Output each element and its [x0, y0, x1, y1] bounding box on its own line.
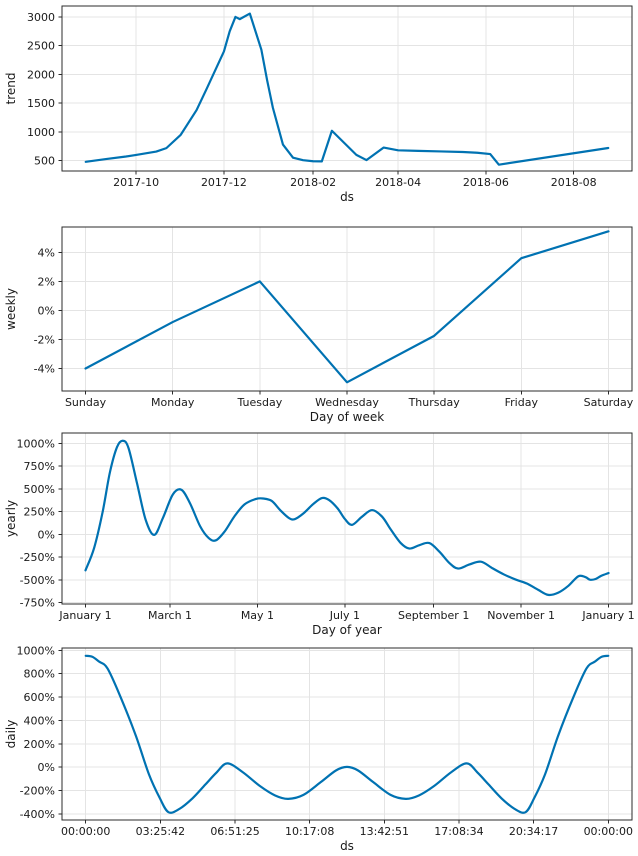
trend-x-tick-label: 2018-02	[290, 176, 336, 189]
trend-x-tick-label: 2017-12	[201, 176, 247, 189]
yearly-y-tick-label: 0%	[38, 528, 55, 541]
daily-plot-svg: 00:00:00 03:25:42 06:51:25 10:17:08 13:42:51…	[4, 644, 633, 853]
yearly-y-tick-label: 250%	[24, 506, 55, 519]
daily-ticks	[58, 649, 609, 824]
daily-axes-frame	[61, 647, 633, 821]
trend-y-tick-label: 2000	[27, 68, 55, 81]
weekly-y-tick-label: -2%	[34, 333, 55, 346]
daily-x-tick-label: 13:42:51	[360, 825, 409, 838]
yearly-plot-svg: January 1 March 1 May 1 July 1 September 1 No…	[4, 432, 635, 637]
yearly-y-tick-label: 1000%	[17, 437, 55, 450]
weekly-y-tick-label: -4%	[34, 363, 55, 376]
trend-series-line	[84, 12, 610, 166]
weekly-y-tick-label: 2%	[38, 275, 55, 288]
weekly-ticks	[58, 251, 609, 395]
yearly-series-line	[84, 439, 610, 597]
weekly-ylabel: weekly	[4, 288, 18, 330]
trend-gridlines	[62, 6, 632, 171]
trend-y-tick-label: 1000	[27, 126, 55, 139]
yearly-xlabel: Day of year	[312, 623, 382, 637]
yearly-y-tick-label: -750%	[20, 597, 55, 610]
daily-y-tick-label: 200%	[24, 738, 55, 751]
yearly-x-tick-label: January 1	[58, 609, 111, 622]
weekly-x-tick-label: Tuesday	[236, 396, 282, 409]
weekly-xlabel: Day of week	[310, 410, 384, 424]
daily-x-tick-label: 10:17:08	[285, 825, 334, 838]
daily-y-tick-label: 600%	[24, 691, 55, 704]
trend-y-tick-label: 500	[34, 155, 55, 168]
daily-x-tick-label: 20:34:17	[509, 825, 558, 838]
yearly-y-tick-label: 500%	[24, 483, 55, 496]
trend-y-tick-label: 2500	[27, 40, 55, 53]
daily-y-tick-label: -400%	[20, 808, 55, 821]
yearly-y-tick-label: 750%	[24, 460, 55, 473]
weekly-chart: Sunday Monday Tuesday Wednesday Thursday Frid…	[0, 214, 638, 428]
trend-plot-svg: 2017-10 2017-12 2018-02 2018-04 2018-06 2018-…	[4, 5, 633, 204]
yearly-x-tick-label: July 1	[329, 609, 360, 622]
trend-y-tick-label: 1500	[27, 97, 55, 110]
daily-y-tick-label: 400%	[24, 714, 55, 727]
daily-x-tick-label: 00:00:00	[584, 825, 633, 838]
weekly-x-tick-label: Saturday	[584, 396, 634, 409]
yearly-chart: January 1 March 1 May 1 July 1 September 1 No…	[0, 428, 638, 642]
yearly-x-tick-label: March 1	[148, 609, 192, 622]
trend-ylabel: trend	[4, 73, 18, 105]
yearly-x-tick-label: May 1	[241, 609, 274, 622]
daily-gridlines	[62, 648, 632, 820]
daily-xlabel: ds	[340, 839, 354, 853]
yearly-x-tick-label: November 1	[487, 609, 555, 622]
weekly-plot-svg: Sunday Monday Tuesday Wednesday Thursday Frid…	[4, 226, 634, 424]
weekly-y-tick-label: 0%	[38, 304, 55, 317]
yearly-ylabel: yearly	[4, 500, 18, 537]
trend-xlabel: ds	[340, 190, 354, 204]
yearly-y-tick-label: -250%	[20, 551, 55, 564]
weekly-x-tick-label: Friday	[505, 396, 539, 409]
daily-series-line	[84, 654, 610, 814]
weekly-gridlines	[62, 227, 632, 391]
daily-y-tick-label: 1000%	[17, 644, 55, 657]
weekly-x-tick-label: Thursday	[408, 396, 461, 409]
trend-ticks	[58, 16, 575, 175]
yearly-x-tick-label: January 1	[581, 609, 634, 622]
daily-x-tick-label: 00:00:00	[61, 825, 110, 838]
daily-x-tick-label: 03:25:42	[136, 825, 185, 838]
daily-ylabel: daily	[4, 720, 18, 749]
daily-chart: 00:00:00 03:25:42 06:51:25 10:17:08 13:42:51…	[0, 642, 638, 856]
daily-x-tick-label: 06:51:25	[210, 825, 259, 838]
yearly-x-tick-label: September 1	[398, 609, 469, 622]
yearly-ticks	[58, 442, 609, 608]
trend-x-tick-label: 2017-10	[113, 176, 159, 189]
weekly-y-tick-label: 4%	[38, 246, 55, 259]
daily-x-tick-label: 17:08:34	[434, 825, 483, 838]
weekly-x-tick-label: Monday	[151, 396, 195, 409]
daily-y-tick-label: -200%	[20, 784, 55, 797]
trend-x-tick-label: 2018-08	[551, 176, 597, 189]
yearly-axes-frame	[61, 432, 633, 605]
weekly-x-tick-label: Sunday	[65, 396, 107, 409]
weekly-series-line	[84, 230, 610, 384]
trend-chart: 2017-10 2017-12 2018-02 2018-04 2018-06 2018-…	[0, 0, 638, 214]
daily-y-tick-label: 800%	[24, 668, 55, 681]
yearly-y-tick-label: -500%	[20, 574, 55, 587]
trend-x-tick-label: 2018-04	[375, 176, 421, 189]
trend-y-tick-label: 3000	[27, 11, 55, 24]
trend-axes-frame	[61, 5, 633, 172]
weekly-x-tick-label: Wednesday	[315, 396, 379, 409]
daily-y-tick-label: 0%	[38, 761, 55, 774]
yearly-gridlines	[62, 433, 632, 604]
trend-x-tick-label: 2018-06	[463, 176, 509, 189]
